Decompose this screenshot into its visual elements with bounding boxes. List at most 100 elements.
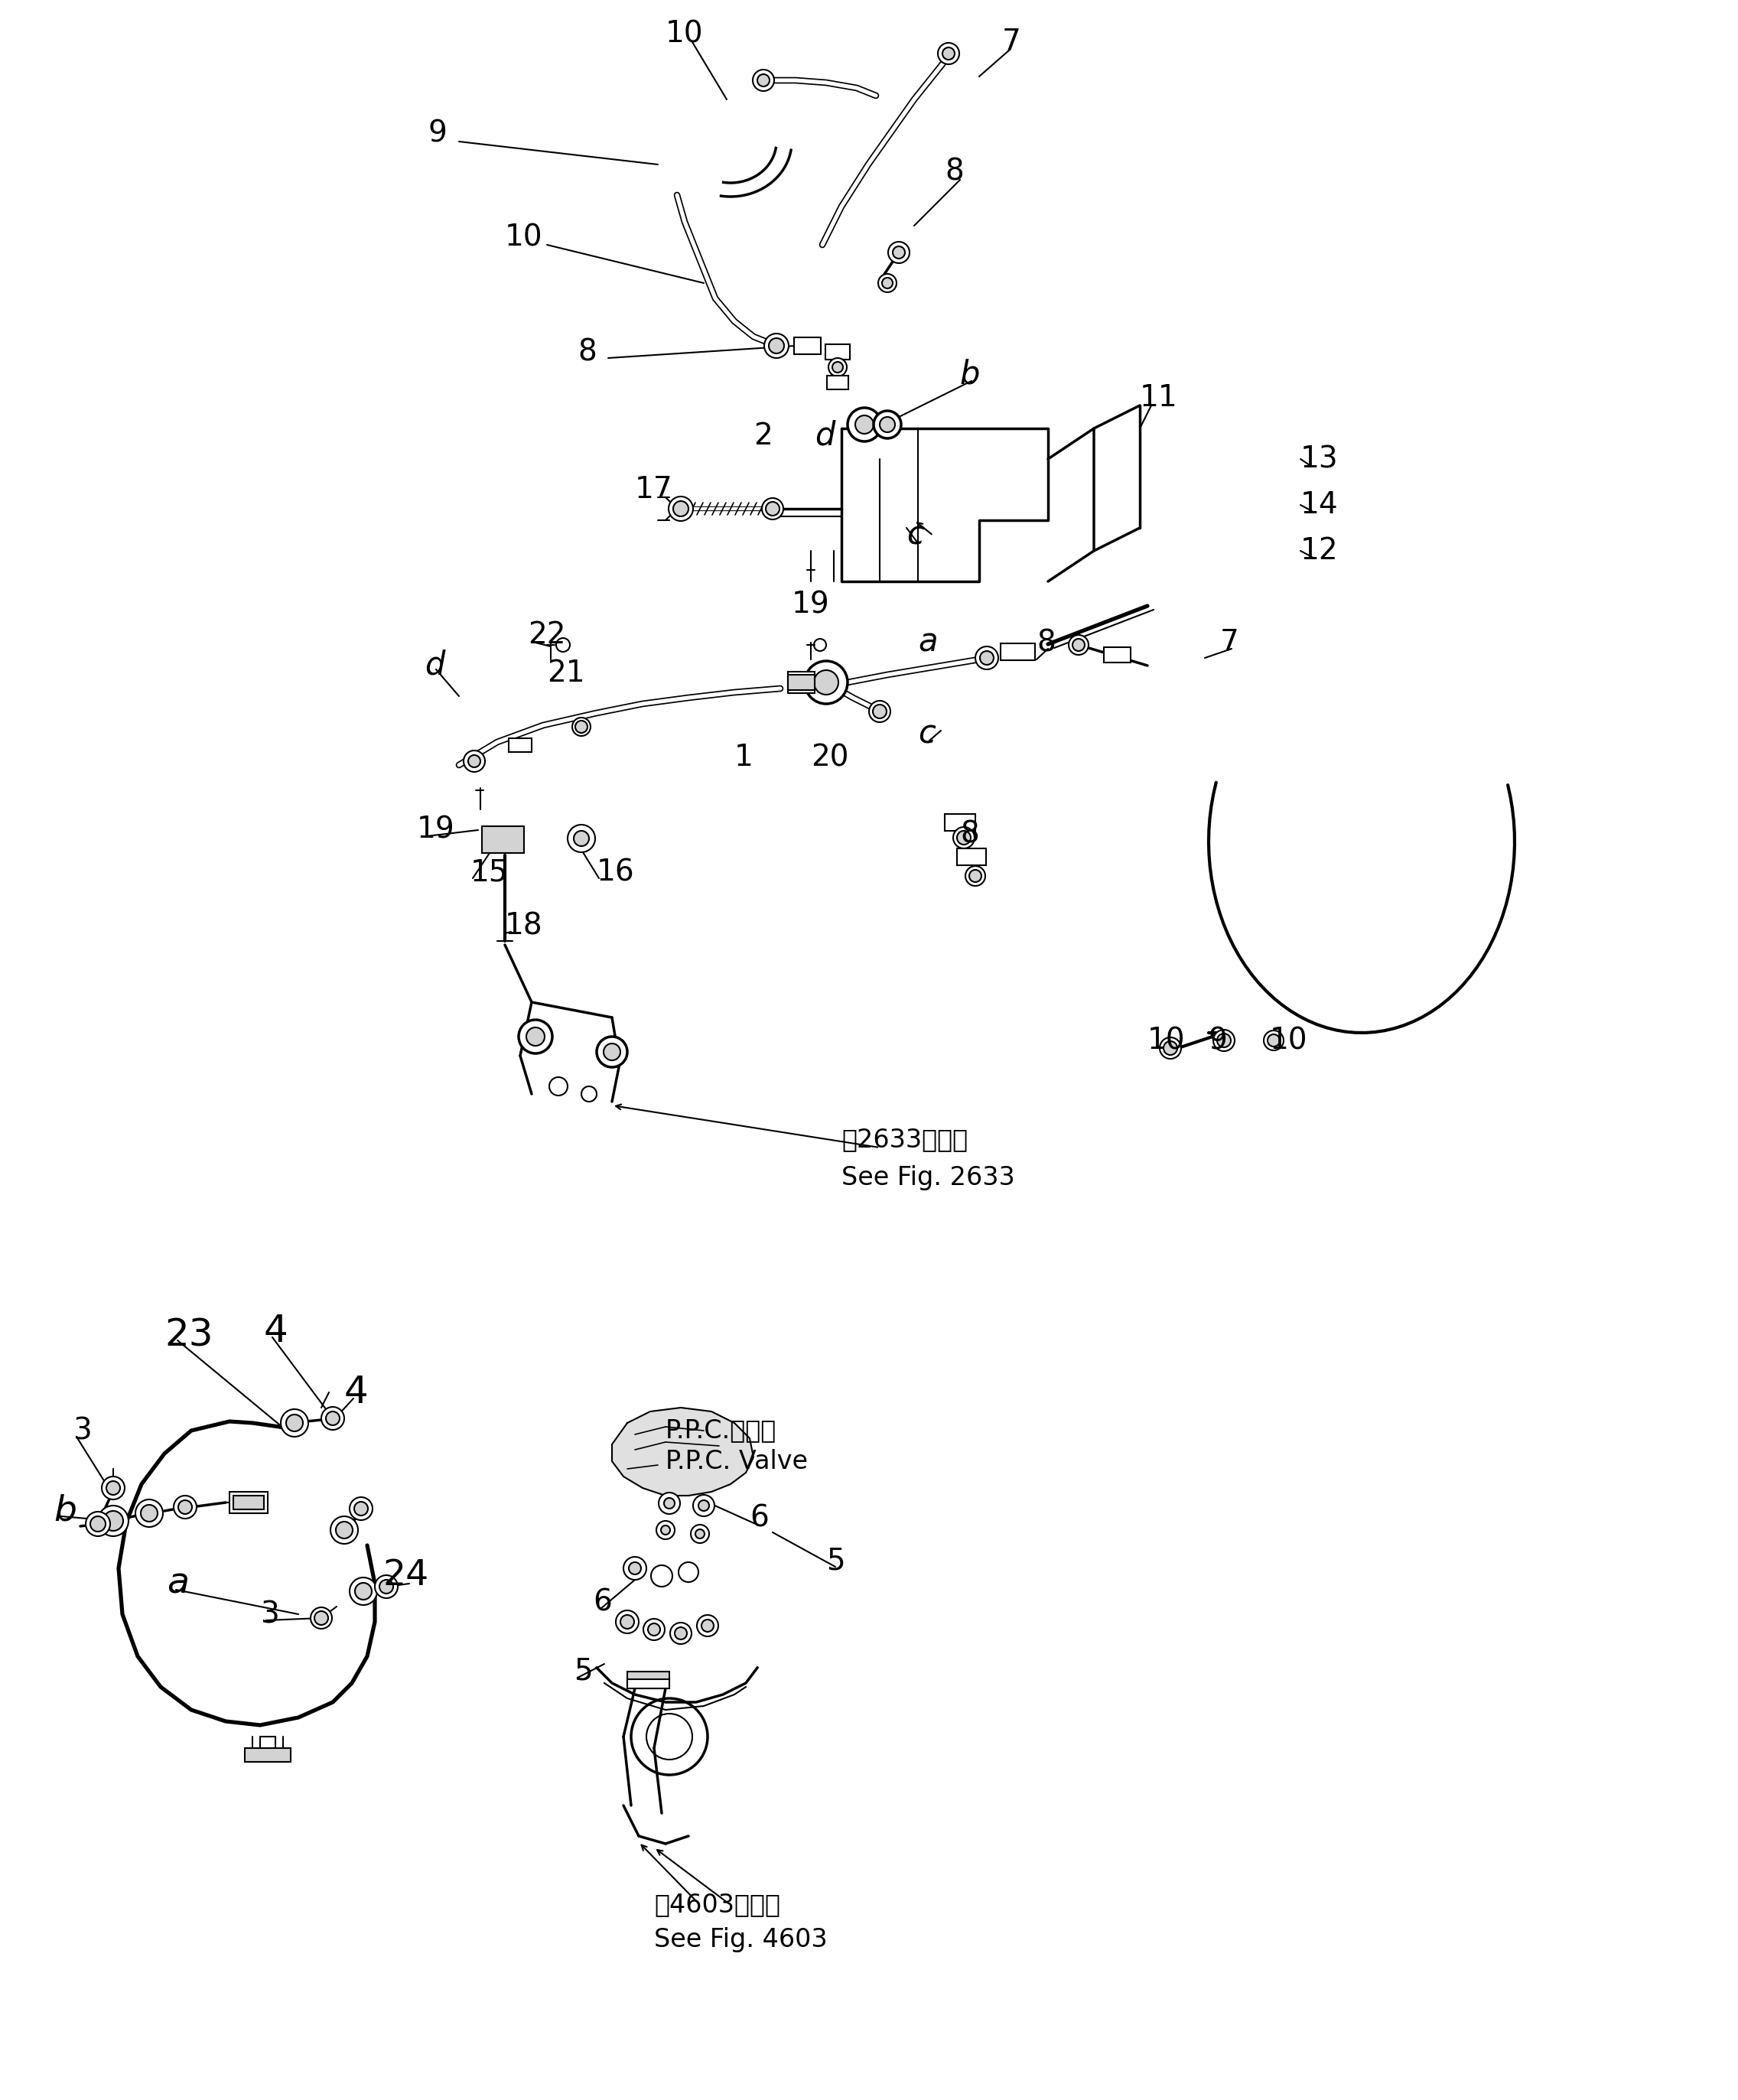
Bar — [826, 344, 850, 359]
Circle shape — [1264, 1031, 1284, 1050]
Circle shape — [697, 1615, 718, 1636]
Bar — [481, 825, 523, 853]
Circle shape — [629, 1562, 641, 1575]
Text: 20: 20 — [812, 743, 848, 773]
Text: 15: 15 — [471, 857, 507, 886]
Circle shape — [888, 242, 909, 262]
Text: 4: 4 — [264, 1312, 289, 1350]
Text: 7: 7 — [1003, 27, 1022, 57]
Text: 8: 8 — [577, 338, 596, 365]
Text: 10: 10 — [1147, 1027, 1185, 1054]
Circle shape — [657, 1520, 674, 1539]
Text: 21: 21 — [547, 659, 586, 689]
Circle shape — [980, 651, 994, 666]
Circle shape — [758, 74, 770, 86]
Text: P.P.C.バルブ: P.P.C.バルブ — [666, 1418, 777, 1443]
Bar — [229, 1491, 268, 1514]
Circle shape — [179, 1499, 191, 1514]
Circle shape — [695, 1529, 704, 1539]
Text: 13: 13 — [1300, 445, 1338, 475]
Text: a: a — [167, 1567, 189, 1600]
Circle shape — [106, 1480, 120, 1495]
Circle shape — [829, 357, 846, 376]
Circle shape — [766, 502, 780, 517]
Text: a: a — [918, 626, 937, 659]
Bar — [509, 739, 532, 752]
Circle shape — [1159, 1037, 1182, 1058]
Circle shape — [753, 69, 773, 90]
Text: 3: 3 — [73, 1415, 92, 1445]
Bar — [627, 1680, 669, 1688]
Text: 2: 2 — [754, 422, 772, 451]
Circle shape — [1267, 1035, 1279, 1046]
Text: 8: 8 — [945, 158, 963, 187]
Bar — [261, 1737, 275, 1747]
Circle shape — [355, 1583, 372, 1600]
Circle shape — [848, 407, 881, 441]
Text: 12: 12 — [1300, 536, 1338, 565]
Circle shape — [103, 1476, 125, 1499]
Text: 9: 9 — [1208, 1027, 1227, 1054]
Circle shape — [97, 1506, 129, 1537]
Text: c: c — [907, 519, 925, 552]
Circle shape — [939, 42, 959, 65]
Circle shape — [322, 1407, 344, 1430]
Circle shape — [660, 1525, 671, 1535]
Text: 1: 1 — [735, 743, 753, 773]
Circle shape — [671, 1623, 692, 1644]
Circle shape — [379, 1579, 393, 1594]
Text: 第2633図参照: 第2633図参照 — [841, 1128, 968, 1153]
Circle shape — [103, 1510, 123, 1531]
Circle shape — [327, 1411, 339, 1426]
Circle shape — [879, 418, 895, 433]
Bar — [794, 338, 820, 355]
Circle shape — [702, 1619, 714, 1632]
Circle shape — [90, 1516, 106, 1531]
Circle shape — [620, 1615, 634, 1630]
Text: See Fig. 2633: See Fig. 2633 — [841, 1166, 1015, 1191]
Circle shape — [568, 825, 594, 853]
Bar — [787, 674, 815, 691]
Text: 9: 9 — [428, 120, 447, 149]
Circle shape — [136, 1499, 163, 1527]
Circle shape — [1217, 1033, 1231, 1048]
Circle shape — [761, 498, 784, 519]
Circle shape — [872, 706, 886, 718]
Circle shape — [615, 1611, 640, 1634]
Text: 10: 10 — [1270, 1027, 1307, 1054]
Text: 10: 10 — [666, 19, 704, 48]
Circle shape — [893, 246, 905, 258]
Text: P.P.C. Valve: P.P.C. Valve — [666, 1449, 808, 1474]
Circle shape — [464, 750, 485, 773]
Circle shape — [693, 1495, 714, 1516]
Circle shape — [664, 1497, 674, 1508]
Circle shape — [643, 1619, 664, 1640]
Text: b: b — [959, 359, 980, 391]
Circle shape — [287, 1415, 302, 1432]
Text: 18: 18 — [504, 911, 542, 941]
Text: 10: 10 — [504, 223, 542, 252]
Text: 5: 5 — [574, 1657, 593, 1686]
Circle shape — [572, 718, 591, 735]
Circle shape — [330, 1516, 358, 1543]
Circle shape — [970, 869, 982, 882]
Text: 14: 14 — [1300, 491, 1338, 519]
Circle shape — [315, 1611, 328, 1625]
Polygon shape — [612, 1407, 754, 1495]
Bar — [999, 643, 1034, 659]
Bar — [945, 815, 975, 832]
Text: 6: 6 — [593, 1588, 612, 1617]
Text: 16: 16 — [596, 857, 634, 886]
Text: See Fig. 4603: See Fig. 4603 — [653, 1926, 827, 1953]
Text: 19: 19 — [793, 590, 829, 619]
Circle shape — [624, 1556, 647, 1579]
Circle shape — [869, 701, 890, 722]
Circle shape — [669, 496, 693, 521]
Circle shape — [549, 1077, 568, 1096]
Circle shape — [603, 1044, 620, 1060]
Bar — [1104, 647, 1130, 662]
Circle shape — [1213, 1029, 1234, 1052]
Circle shape — [878, 273, 897, 292]
Circle shape — [85, 1512, 109, 1537]
Circle shape — [874, 412, 900, 439]
